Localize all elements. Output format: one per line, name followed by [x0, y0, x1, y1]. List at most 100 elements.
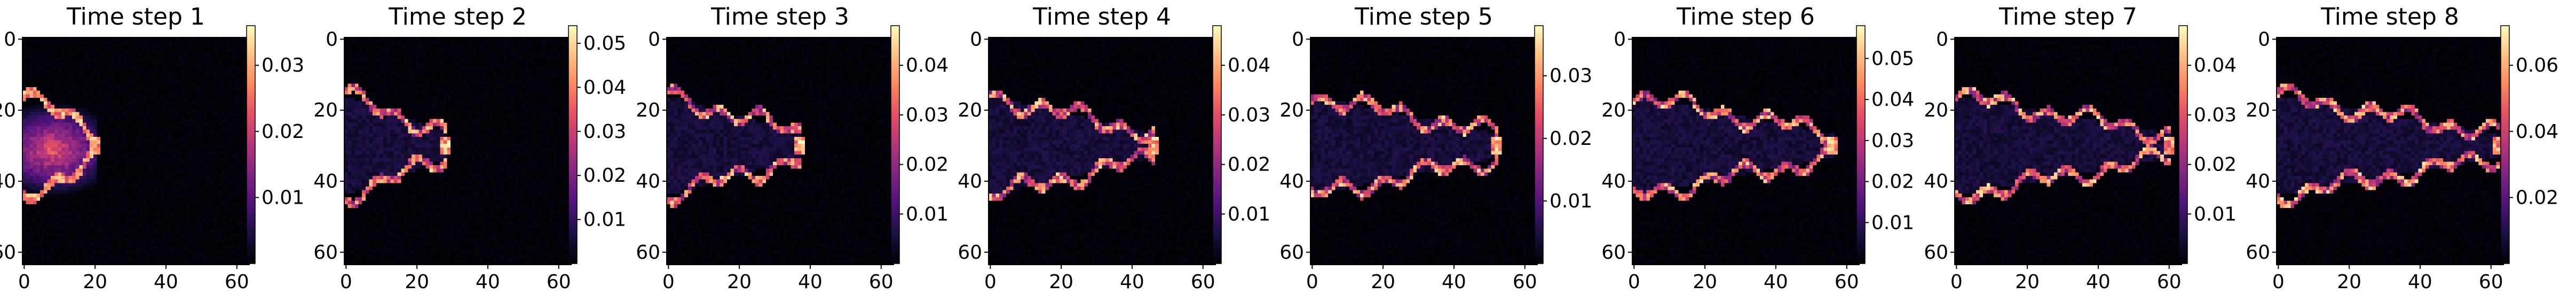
colorbar: [1212, 25, 1222, 264]
colorbar-tick-label: 0.01: [906, 203, 949, 225]
colorbar-tick-label: 0.02: [2194, 154, 2237, 176]
y-tick-label: 20: [958, 99, 982, 121]
colorbar-tick-label: 0.01: [583, 209, 626, 231]
x-tick-label: 60: [547, 271, 571, 293]
colorbar: [1856, 25, 1866, 264]
colorbar-tick-label: 0.01: [1228, 203, 1270, 225]
panel-title: Time step 3: [710, 3, 849, 30]
colorbar-tick-label: 0.04: [1228, 55, 1270, 76]
heatmap-image: [1310, 37, 1537, 265]
x-tick-label: 0: [1950, 271, 1963, 293]
x-tick-label: 0: [2272, 271, 2285, 293]
x-tick-label: 0: [1306, 271, 1318, 293]
y-tick-label: 40: [0, 171, 16, 192]
x-tick-label: 60: [1191, 271, 1215, 293]
y-tick-label: 20: [0, 99, 16, 121]
x-tick-label: 0: [1628, 271, 1640, 293]
y-tick-label: 60: [1279, 242, 1304, 264]
y-tick-label: 40: [2246, 171, 2270, 192]
panel-title: Time step 7: [1998, 3, 2137, 30]
x-tick-label: 20: [405, 271, 429, 293]
heatmap-panel: Time step 1020406002040600.010.020.03: [0, 3, 304, 293]
colorbar-tick-label: 0.03: [906, 104, 949, 126]
heatmap-image: [2277, 37, 2503, 265]
panel-title: Time step 4: [1032, 3, 1171, 30]
y-tick-label: 40: [636, 171, 660, 192]
colorbar-tick-label: 0.01: [2194, 203, 2237, 225]
x-tick-label: 20: [2337, 271, 2361, 293]
colorbar-tick-label: 0.01: [1550, 190, 1592, 212]
colorbar-tick-label: 0.02: [1228, 154, 1270, 176]
y-tick-label: 60: [1601, 242, 1626, 264]
y-tick-label: 0: [2258, 28, 2270, 50]
panel-title: Time step 5: [1354, 3, 1493, 30]
x-tick-label: 20: [2015, 271, 2040, 293]
x-tick-label: 60: [1513, 271, 1537, 293]
y-tick-label: 60: [636, 242, 660, 264]
y-tick-label: 0: [648, 28, 660, 50]
x-tick-label: 60: [225, 271, 249, 293]
heatmap-image: [22, 37, 249, 265]
x-tick-label: 20: [727, 271, 752, 293]
panel-title: Time step 2: [388, 3, 527, 30]
colorbar-tick-label: 0.02: [583, 165, 626, 187]
x-tick-label: 0: [984, 271, 997, 293]
colorbar-tick-label: 0.04: [583, 76, 626, 98]
y-tick-label: 0: [1614, 28, 1626, 50]
x-tick-label: 20: [83, 271, 107, 293]
x-tick-label: 40: [154, 271, 178, 293]
x-tick-label: 40: [1120, 271, 1144, 293]
colorbar: [2500, 25, 2510, 264]
x-tick-label: 60: [2157, 271, 2182, 293]
colorbar-tick-label: 0.03: [1228, 104, 1270, 126]
y-tick-label: 20: [1601, 99, 1626, 121]
colorbar-tick-label: 0.01: [1871, 212, 1914, 234]
panels: Time step 1020406002040600.010.020.03Tim…: [0, 3, 2558, 293]
x-tick-label: 60: [2479, 271, 2503, 293]
panel-title: Time step 6: [1676, 3, 1815, 30]
x-tick-label: 40: [2408, 271, 2432, 293]
y-tick-label: 40: [1279, 171, 1304, 192]
y-tick-label: 0: [1292, 28, 1304, 50]
y-tick-label: 40: [1601, 171, 1626, 192]
x-tick-label: 0: [662, 271, 675, 293]
x-tick-label: 40: [1764, 271, 1788, 293]
y-tick-label: 20: [1924, 99, 1948, 121]
heatmap-image: [989, 37, 1215, 265]
colorbar: [1534, 25, 1544, 264]
heatmap-image: [1632, 37, 1859, 265]
heatmap-panel: Time step 40 20 40 6002040600.010.020.030.0…: [958, 3, 1270, 293]
y-tick-label: 20: [313, 99, 338, 121]
colorbar-tick-label: 0.03: [1871, 130, 1914, 152]
colorbar: [246, 25, 256, 264]
x-tick-label: 20: [1693, 271, 1717, 293]
heatmap-panel: Time step 30 20 40 6002040600.010.020.030.0…: [636, 3, 949, 293]
y-tick-label: 40: [1924, 171, 1948, 192]
colorbar-tick-label: 0.06: [2516, 55, 2558, 76]
colorbar-tick-label: 0.02: [262, 121, 304, 143]
colorbar-tick-label: 0.02: [1550, 128, 1592, 150]
y-tick-label: 60: [2246, 242, 2270, 264]
colorbar-tick-label: 0.02: [906, 154, 949, 176]
heatmap-panel: Time step 20 20 40 6002040600.010.020.030.0…: [313, 3, 626, 293]
colorbar: [890, 25, 900, 264]
colorbar-tick-label: 0.03: [2194, 104, 2237, 126]
colorbar: [568, 25, 578, 264]
colorbar: [2178, 25, 2188, 264]
colorbar-tick-label: 0.04: [906, 55, 949, 76]
colorbar-tick-label: 0.04: [1871, 89, 1914, 111]
colorbar-tick-label: 0.03: [583, 121, 626, 143]
y-tick-label: 20: [636, 99, 660, 121]
y-tick-label: 0: [326, 28, 338, 50]
colorbar-tick-label: 0.03: [262, 55, 304, 76]
y-tick-label: 60: [313, 242, 338, 264]
colorbar-tick-label: 0.04: [2194, 55, 2237, 76]
colorbar-tick-label: 0.01: [262, 187, 304, 209]
y-tick-label: 40: [958, 171, 982, 192]
x-tick-label: 60: [869, 271, 894, 293]
heatmap-image: [667, 37, 894, 265]
y-tick-label: 60: [0, 242, 16, 264]
